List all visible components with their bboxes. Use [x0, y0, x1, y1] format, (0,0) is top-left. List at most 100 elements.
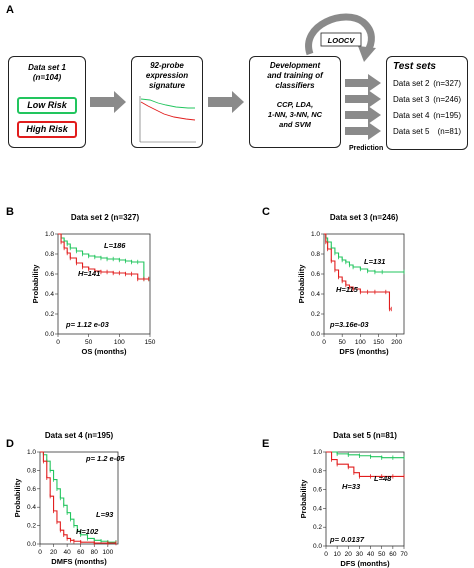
classifier-line2: and training of	[267, 71, 323, 80]
chart-title: Data set 5 (n=81)	[333, 431, 397, 440]
y-tick-label: 1.0	[311, 231, 320, 238]
km-curve	[326, 451, 404, 477]
signature-box: 92-probe expression signature	[131, 56, 203, 148]
high-risk-label: High Risk	[17, 121, 77, 138]
x-tick-label: 10	[334, 551, 342, 558]
prediction-arrow	[345, 74, 381, 92]
loocv-arrowhead	[358, 46, 376, 62]
y-axis-label: Probability	[297, 264, 306, 304]
x-tick-label: 20	[50, 549, 58, 556]
classifier-line5: 1-NN, 3-NN, NC	[267, 110, 323, 119]
km-chart-e	[323, 451, 405, 549]
y-tick-label: 0.6	[27, 486, 36, 493]
x-tick-label: 100	[114, 339, 125, 346]
km-curve	[324, 233, 392, 310]
x-axis-label: DFS (months)	[340, 559, 390, 568]
prediction-arrow	[345, 90, 381, 108]
y-tick-label: 0.6	[313, 487, 322, 494]
x-axis-label: OS (months)	[82, 347, 127, 356]
training-set-box: Data set 1 (n=104) Low Risk High Risk	[8, 56, 86, 148]
x-tick-label: 80	[91, 549, 99, 556]
y-tick-label: 0.4	[27, 504, 36, 511]
x-tick-label: 100	[355, 339, 366, 346]
km-chart-d	[37, 451, 119, 547]
y-axis-label: Probability	[299, 479, 308, 519]
y-tick-label: 0.2	[27, 523, 36, 530]
p-value: p= 0.0137	[329, 535, 365, 544]
x-tick-label: 100	[102, 549, 113, 556]
loocv-label: LOOCV	[328, 36, 356, 45]
panel-label-a: A	[6, 4, 14, 16]
y-tick-label: 1.0	[313, 449, 322, 456]
p-value: p= 1.2 e-05	[85, 454, 125, 463]
y-axis-label: Probability	[13, 478, 22, 518]
km-curve	[326, 451, 404, 459]
y-tick-label: 0.2	[311, 311, 320, 318]
signature-title-line2: expression	[145, 71, 189, 80]
y-tick-label: 0.8	[27, 467, 36, 474]
signature-title-line1: 92-probe	[150, 61, 184, 70]
panel-label-d: D	[6, 438, 14, 450]
x-tick-label: 0	[38, 549, 42, 556]
y-tick-label: 1.0	[45, 231, 54, 238]
mini-high-curve	[140, 101, 196, 121]
test-set-size: (n=195)	[433, 111, 461, 120]
p-value: p=3.16e-03	[329, 320, 369, 329]
test-set-name: Data set 4	[393, 111, 430, 120]
km-curve	[324, 233, 404, 273]
loocv-box	[320, 32, 362, 47]
x-axis-label: DMFS (months)	[51, 557, 107, 566]
y-axis-label: Probability	[31, 264, 40, 304]
km-chart-b	[55, 233, 151, 337]
x-tick-label: 0	[56, 339, 60, 346]
km-curve	[58, 233, 149, 280]
y-tick-label: 0.0	[27, 541, 36, 548]
chart-title: Data set 4 (n=195)	[45, 431, 114, 440]
y-tick-label: 0.0	[313, 543, 322, 550]
x-tick-label: 150	[373, 339, 384, 346]
y-tick-label: 0.8	[311, 251, 320, 258]
series-label: H=141	[78, 269, 100, 278]
x-tick-label: 20	[345, 551, 353, 558]
test-set-size: (n=246)	[433, 95, 461, 104]
test-sets-box: Test sets Data set 2 (n=327) Data set 3 …	[386, 56, 468, 150]
series-label: L=48	[374, 474, 392, 483]
flow-arrow-2	[208, 91, 244, 113]
panel-label-b: B	[6, 206, 14, 218]
x-tick-label: 0	[324, 551, 328, 558]
series-label: L=131	[364, 257, 385, 266]
training-set-size: (n=104)	[32, 73, 62, 82]
x-tick-label: 150	[145, 339, 156, 346]
flow-arrow-1	[90, 91, 126, 113]
training-set-title: Data set 1	[28, 63, 66, 72]
test-sets-title: Test sets	[393, 61, 436, 72]
test-set-name: Data set 5	[393, 127, 430, 136]
y-tick-label: 0.8	[45, 251, 54, 258]
prediction-arrow	[345, 122, 381, 140]
test-set-name: Data set 2	[393, 79, 430, 88]
classifier-line1: Development	[269, 61, 321, 70]
chart-title: Data set 3 (n=246)	[330, 213, 399, 222]
plot-frame	[39, 451, 119, 545]
series-label: H=102	[76, 527, 99, 536]
classifier-box: Development and training of classifiers …	[249, 56, 341, 148]
x-tick-label: 200	[391, 339, 402, 346]
y-tick-label: 1.0	[27, 449, 36, 456]
chart-title: Data set 2 (n=327)	[71, 213, 140, 222]
km-charts: Data set 2 (n=327) 0.0 0.2 0.4 0.6 0.8 1.0 0 50 1…	[13, 213, 408, 568]
x-tick-label: 50	[378, 551, 386, 558]
test-set-size: (n=81)	[437, 127, 461, 136]
x-tick-label: 40	[367, 551, 375, 558]
y-tick-label: 0.2	[313, 524, 322, 531]
series-label: H=33	[342, 482, 361, 491]
signature-title-line3: signature	[148, 81, 185, 90]
mini-low-curve	[140, 98, 195, 109]
x-tick-label: 60	[389, 551, 397, 558]
y-tick-label: 0.2	[45, 311, 54, 318]
plot-frame	[323, 233, 405, 335]
y-tick-label: 0.4	[311, 291, 320, 298]
y-tick-label: 0.0	[311, 331, 320, 338]
prediction-label: Prediction	[349, 145, 383, 152]
series-label: H=115	[336, 285, 359, 294]
